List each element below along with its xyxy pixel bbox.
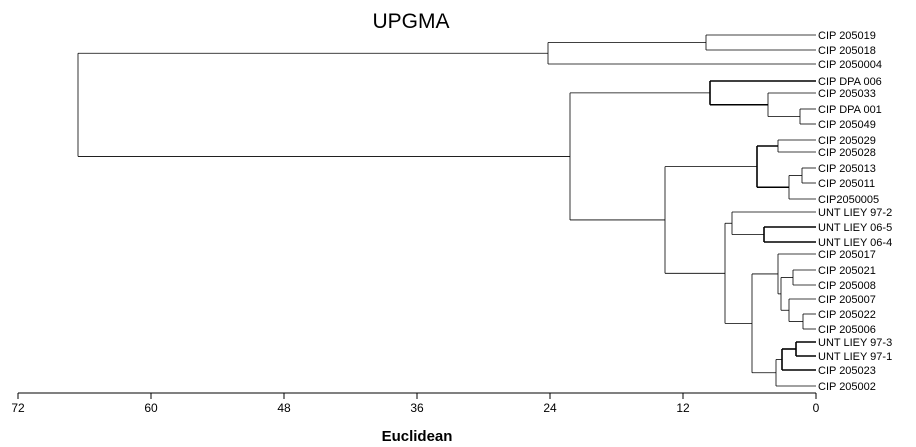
leaf-label: CIP 205028 [818, 147, 876, 159]
axis-tick-label: 0 [813, 401, 820, 415]
leaf-label: CIP 205049 [818, 119, 876, 131]
axis-tick-label: 60 [144, 401, 158, 415]
axis-tick-label: 24 [543, 401, 557, 415]
leaf-label: UNT LIEY 97-1 [818, 351, 892, 363]
dendrogram-branches [77, 34, 816, 387]
leaf-labels: CIP 205019 CIP 205018 CIP 2050004 CIP DPA 0… [818, 30, 892, 393]
leaf-label: CIP 205011 [818, 178, 875, 190]
leaf-label: CIP 2050004 [818, 59, 882, 71]
axis-tick-label: 48 [277, 401, 291, 415]
chart-title: UPGMA [372, 10, 449, 33]
axis-title: Euclidean [382, 428, 453, 445]
leaf-label: CIP 205022 [818, 309, 876, 321]
distance-axis: 72 60 48 36 24 12 0 [11, 392, 820, 415]
leaf-label: UNT LIEY 97-2 [818, 207, 892, 219]
leaf-label: CIP 205018 [818, 45, 876, 57]
leaf-label: CIP DPA 001 [818, 104, 882, 116]
leaf-label: UNT LIEY 06-4 [818, 237, 892, 249]
axis-tick-label: 72 [11, 401, 25, 415]
leaf-label: CIP 205002 [818, 381, 876, 393]
leaf-label: CIP 205023 [818, 365, 876, 377]
leaf-label: CIP 205017 [818, 249, 876, 261]
leaf-label: CIP 205021 [818, 265, 876, 277]
axis-tick-label: 36 [410, 401, 424, 415]
leaf-label: CIP 205008 [818, 280, 876, 292]
leaf-label: CIP 205029 [818, 135, 876, 147]
leaf-label: CIP 205007 [818, 294, 876, 306]
leaf-label: CIP DPA 006 [818, 76, 882, 88]
leaf-label: UNT LIEY 06-5 [818, 222, 892, 234]
leaf-label: CIP 205019 [818, 30, 876, 42]
axis-tick-label: 12 [676, 401, 690, 415]
leaf-label: CIP 205013 [818, 163, 876, 175]
leaf-label: CIP2050005 [818, 194, 879, 206]
leaf-label: CIP 205033 [818, 88, 876, 100]
leaf-label: UNT LIEY 97-3 [818, 337, 892, 349]
leaf-label: CIP 205006 [818, 324, 876, 336]
